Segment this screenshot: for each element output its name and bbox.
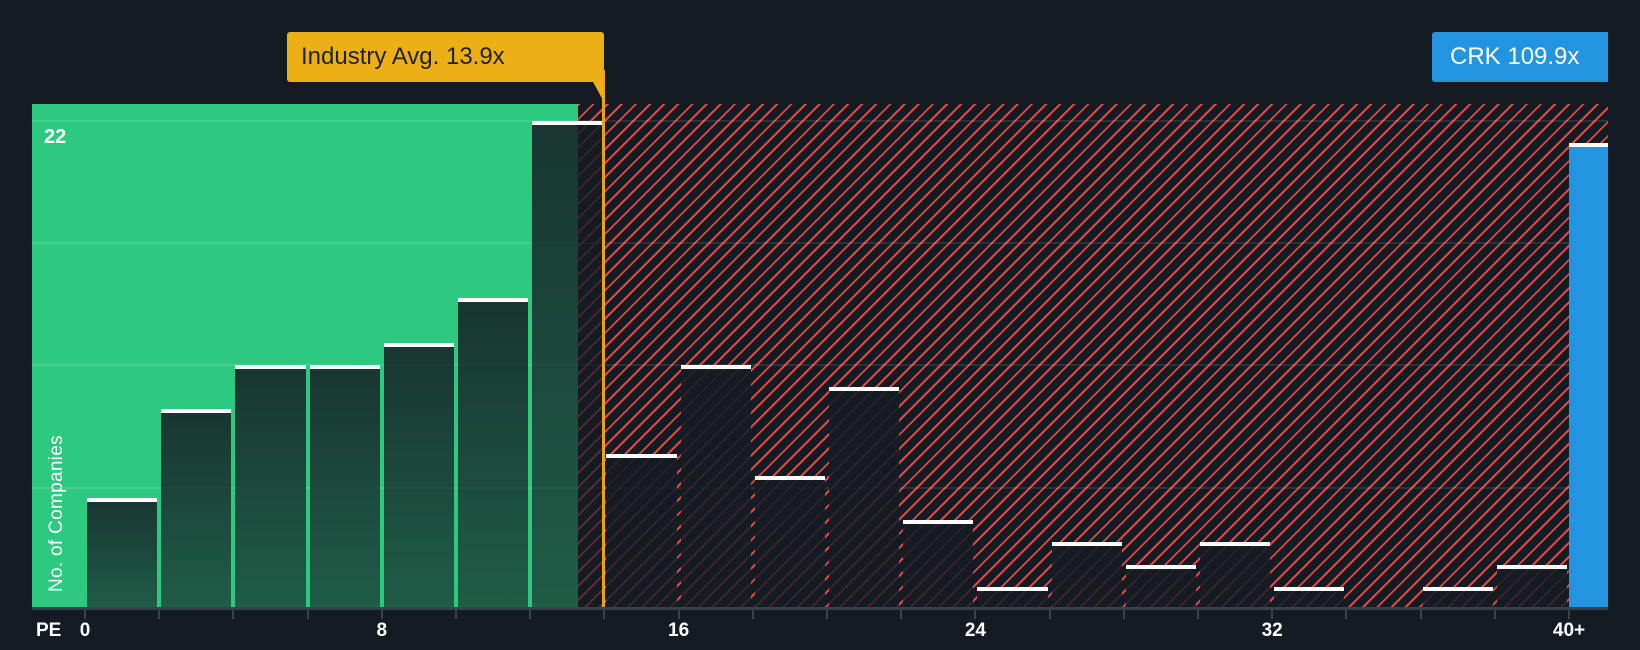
x-axis-tick xyxy=(974,609,977,619)
x-axis-tick xyxy=(1197,609,1199,619)
x-axis-tick xyxy=(1048,609,1051,619)
histogram-bar xyxy=(1051,542,1122,609)
x-axis-tick xyxy=(306,609,309,619)
histogram-bar xyxy=(606,453,677,609)
histogram-bar xyxy=(458,298,529,609)
histogram-bar xyxy=(309,364,380,609)
x-axis-label: PE xyxy=(36,620,62,641)
gridline xyxy=(32,242,1608,244)
x-axis-tick xyxy=(900,609,903,619)
gridline-22 xyxy=(32,120,1608,122)
x-axis-tick xyxy=(529,609,532,619)
x-axis-tick xyxy=(1345,609,1348,619)
x-axis-tick xyxy=(84,609,86,619)
bar-top-marker xyxy=(161,409,232,414)
bar-top-marker xyxy=(977,586,1048,591)
histogram-bar xyxy=(977,586,1048,609)
x-axis-tick-label: 24 xyxy=(964,620,986,641)
bar-top-marker xyxy=(829,387,900,391)
bar-top-marker xyxy=(606,453,677,458)
industry-average-callout-pointer xyxy=(592,80,604,102)
histogram-bar xyxy=(680,364,751,609)
x-axis-tick xyxy=(232,609,235,619)
histogram-bar xyxy=(1274,586,1345,609)
x-axis-tick xyxy=(603,609,606,619)
histogram-bar xyxy=(383,342,454,609)
bar-top-marker xyxy=(458,298,529,303)
x-axis-tick-label: 32 xyxy=(1261,620,1283,641)
x-axis-tick xyxy=(1568,609,1570,619)
industry-average-callout: Industry Avg. 13.9x xyxy=(287,32,604,82)
bar-top-marker xyxy=(1274,586,1345,591)
x-axis-tick xyxy=(1419,609,1422,619)
bar-top-marker xyxy=(903,520,974,525)
x-axis-tick xyxy=(455,609,457,619)
bar-top-marker xyxy=(383,342,454,347)
bar-top-marker xyxy=(1051,542,1122,547)
x-axis-tick xyxy=(677,609,680,619)
x-axis-tick-label: 16 xyxy=(668,620,690,641)
histogram-bar xyxy=(1422,586,1493,609)
bar-top-marker xyxy=(680,364,751,369)
histogram-bar xyxy=(1200,542,1271,609)
x-axis-tick xyxy=(1122,609,1125,619)
company-pe-callout: CRK 109.9x xyxy=(1432,32,1608,82)
company-bar xyxy=(1569,142,1608,609)
histogram-bar xyxy=(1496,564,1567,609)
x-axis-line xyxy=(32,607,1608,610)
histogram-bar xyxy=(235,364,306,609)
x-axis-tick xyxy=(826,609,828,619)
bar-top-marker xyxy=(309,364,380,369)
y-axis-label: No. of Companies xyxy=(46,435,67,592)
plot-area xyxy=(32,104,1608,609)
x-axis-tick xyxy=(1493,609,1496,619)
x-axis-tick xyxy=(158,609,161,619)
histogram-bar xyxy=(1125,564,1196,609)
bar-top-marker xyxy=(87,498,158,502)
x-axis-tick-label: 8 xyxy=(376,620,388,641)
bar-top-marker xyxy=(754,475,825,480)
y-axis-max-label: 22 xyxy=(44,126,67,148)
x-axis-tick-label: 40+ xyxy=(1552,620,1586,641)
gridline xyxy=(32,364,1608,366)
bar-top-marker xyxy=(1422,586,1493,591)
bar-top-marker xyxy=(1200,542,1271,547)
bar-top-marker xyxy=(1496,564,1567,569)
x-axis-tick xyxy=(1271,609,1274,619)
industry-average-line xyxy=(602,70,605,609)
x-axis-tick xyxy=(380,609,383,619)
histogram-bar xyxy=(829,387,900,609)
bar-top-marker xyxy=(235,364,306,369)
histogram-bar xyxy=(161,409,232,609)
bar-top-marker xyxy=(1125,564,1196,569)
x-axis-tick-label: 0 xyxy=(79,620,91,641)
histogram-bar xyxy=(754,475,825,609)
histogram-bar xyxy=(903,520,974,609)
histogram-bar xyxy=(532,120,603,609)
bar-top-marker xyxy=(532,120,603,125)
x-axis-tick xyxy=(751,609,754,619)
histogram-bar xyxy=(87,498,158,609)
bar-top-marker xyxy=(1569,142,1608,147)
above-average-zone xyxy=(578,104,1608,609)
